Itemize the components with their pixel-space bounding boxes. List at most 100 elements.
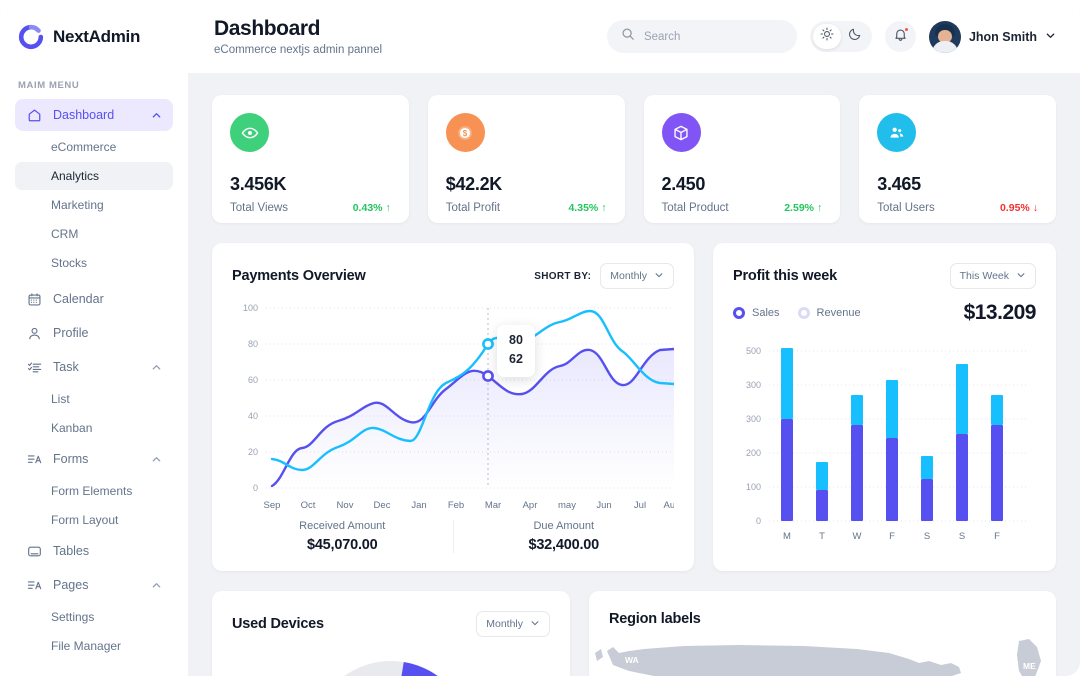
devices-title: Used Devices	[232, 616, 324, 632]
sidebar-item-calendar[interactable]: Calendar	[15, 283, 173, 315]
topbar-actions: Jhon Smith	[606, 20, 1056, 53]
received-amount: Received Amount $45,070.00	[232, 520, 453, 553]
brand-name: NextAdmin	[53, 27, 141, 46]
devices-range-value: Monthly	[486, 618, 523, 630]
sidebar-nav: Dashboard eCommerce Analytics Marketing …	[0, 99, 188, 660]
payments-tooltip: 80 62	[497, 325, 535, 377]
chevron-up-icon	[150, 109, 162, 121]
sidebar-subitem-ecommerce[interactable]: eCommerce	[51, 140, 117, 154]
arrow-up-icon: ↑	[385, 202, 391, 214]
sidebar-subitem-settings[interactable]: Settings	[51, 610, 95, 624]
tooltip-due-value: 62	[509, 352, 523, 367]
stat-card-total-views[interactable]: 3.456K Total Views 0.43% ↑	[212, 95, 409, 223]
sidebar-item-tables[interactable]: Tables	[15, 535, 173, 567]
sidebar-item-forms[interactable]: Forms	[15, 443, 173, 475]
user-name: Jhon Smith	[968, 29, 1037, 44]
stat-label: Total Users	[877, 202, 935, 214]
sidebar-subitem-stocks[interactable]: Stocks	[51, 256, 88, 270]
stat-cards: 3.456K Total Views 0.43% ↑	[212, 95, 1056, 223]
sun-icon	[820, 27, 834, 46]
sidebar-submenu-forms: Form Elements Form Layout	[15, 477, 173, 534]
stat-value: $42.2K	[445, 174, 503, 194]
svg-text:F: F	[994, 531, 1000, 542]
stat-card-total-product[interactable]: 2.450 Total Product 2.59% ↑	[643, 95, 841, 223]
user-menu[interactable]: Jhon Smith	[928, 20, 1056, 53]
stat-value: 2.450	[661, 174, 706, 194]
stat-card-total-profit[interactable]: $ $42.2K Total Profit 4.35% ↑	[427, 95, 625, 223]
radio-selected-icon	[733, 307, 745, 319]
due-amount-value: $32,400.00	[528, 537, 600, 553]
profit-bar-chart: 500 300 300 200 100 0	[733, 337, 1036, 549]
stat-delta-value: 2.59%	[784, 202, 814, 214]
payments-sort: SHORT BY: Monthly	[534, 263, 674, 289]
chevron-down-icon	[1016, 270, 1026, 283]
sidebar-item-label: Calendar	[53, 292, 104, 306]
received-amount-value: $45,070.00	[306, 537, 378, 553]
sidebar-subitem-analytics[interactable]: Analytics	[15, 162, 173, 190]
calendar-icon	[26, 291, 42, 307]
table-icon	[26, 543, 42, 559]
region-label-me: ME	[1023, 661, 1036, 671]
theme-toggle[interactable]	[809, 21, 872, 52]
notifications-button[interactable]	[884, 21, 916, 52]
bell-icon	[893, 27, 908, 47]
legend-item-revenue[interactable]: Revenue	[797, 307, 861, 319]
sidebar-subitem-form-elements[interactable]: Form Elements	[51, 484, 133, 498]
legend-item-sales[interactable]: Sales	[733, 307, 780, 319]
search-icon	[621, 27, 635, 46]
svg-text:$: $	[463, 129, 468, 138]
theme-light-option[interactable]	[812, 24, 841, 49]
chevron-down-icon	[530, 618, 540, 631]
dashboard-content: 3.456K Total Views 0.43% ↑	[188, 73, 1080, 676]
profit-week-card: Profit this week This Week Sales	[713, 243, 1056, 571]
sidebar-item-profile[interactable]: Profile	[15, 317, 173, 349]
svg-text:Oct: Oct	[301, 500, 316, 511]
theme-dark-option[interactable]	[841, 24, 869, 49]
box-icon	[661, 113, 701, 152]
sidebar-subitem-list[interactable]: List	[51, 392, 70, 406]
svg-text:40: 40	[248, 411, 258, 421]
payments-range-select[interactable]: Monthly	[600, 263, 674, 289]
sidebar-item-task[interactable]: Task	[15, 351, 173, 383]
sidebar-item-pages[interactable]: Pages	[15, 569, 173, 601]
tooltip-received-value: 80	[509, 333, 523, 347]
svg-text:S: S	[959, 531, 965, 542]
stat-delta: 0.95% ↓	[1000, 202, 1038, 214]
search-box[interactable]	[606, 20, 797, 53]
payments-overview-card: Payments Overview SHORT BY: Monthly	[212, 243, 694, 571]
sidebar-subitem-form-layout[interactable]: Form Layout	[51, 513, 119, 527]
sidebar-subitem-marketing[interactable]: Marketing	[51, 198, 104, 212]
brand[interactable]: NextAdmin	[0, 0, 188, 50]
svg-text:Apr: Apr	[523, 500, 538, 511]
received-amount-label: Received Amount	[299, 520, 386, 532]
dollar-icon: $	[445, 113, 485, 152]
svg-text:F: F	[889, 531, 895, 542]
search-input[interactable]	[643, 30, 783, 43]
svg-text:S: S	[924, 531, 930, 542]
stat-card-total-users[interactable]: 3.465 Total Users 0.95% ↓	[859, 95, 1056, 223]
home-icon	[26, 107, 42, 123]
profit-range-select[interactable]: This Week	[949, 263, 1036, 289]
sidebar-subitem-crm[interactable]: CRM	[51, 227, 79, 241]
svg-text:0: 0	[253, 483, 258, 493]
svg-text:Jun: Jun	[596, 500, 611, 511]
bottom-row: Used Devices Monthly	[212, 591, 1056, 676]
used-devices-card: Used Devices Monthly	[212, 591, 570, 676]
svg-text:Feb: Feb	[448, 500, 464, 511]
devices-range-select[interactable]: Monthly	[476, 611, 550, 637]
devices-donut-chart	[212, 651, 570, 676]
sidebar-item-label: Forms	[53, 452, 89, 466]
page-title: Dashboard	[214, 17, 321, 40]
sidebar-item-dashboard[interactable]: Dashboard	[15, 99, 173, 131]
profit-range-value: This Week	[959, 270, 1009, 282]
stat-delta-value: 0.43%	[352, 202, 383, 214]
svg-text:60: 60	[248, 375, 258, 385]
legend-label: Revenue	[816, 307, 861, 319]
chevron-up-icon	[150, 361, 162, 373]
sidebar-subitem-file-manager[interactable]: File Manager	[51, 639, 122, 653]
stat-label: Total Product	[661, 202, 729, 214]
main-area: Dashboard eCommerce nextjs admin pannel	[188, 0, 1080, 676]
sidebar-item-label: Task	[53, 360, 79, 374]
sidebar-subitem-kanban[interactable]: Kanban	[51, 421, 93, 435]
svg-text:Jan: Jan	[411, 500, 426, 511]
